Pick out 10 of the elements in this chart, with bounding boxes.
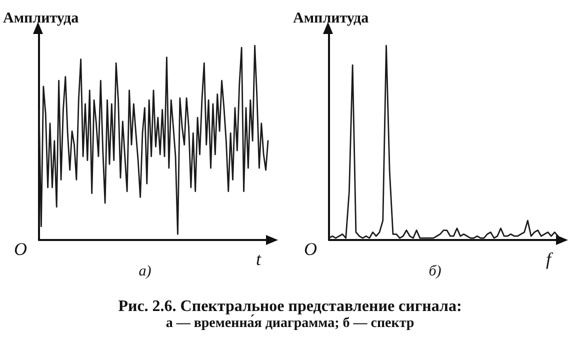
text: O: [304, 239, 317, 259]
x-axis-title: f: [546, 249, 554, 269]
y-axis-title: Амплитуда: [293, 10, 370, 26]
text: а): [138, 264, 152, 280]
text: O: [14, 239, 27, 259]
y-axis-title: Амплитуда: [3, 10, 80, 26]
text: б): [428, 264, 442, 280]
text: Рис. 2.6. Спектральное представление сигнала:: [117, 298, 463, 315]
text: а — временна́я диаграмма; б — спектр: [164, 316, 416, 332]
x-axis-title: t: [256, 249, 262, 269]
